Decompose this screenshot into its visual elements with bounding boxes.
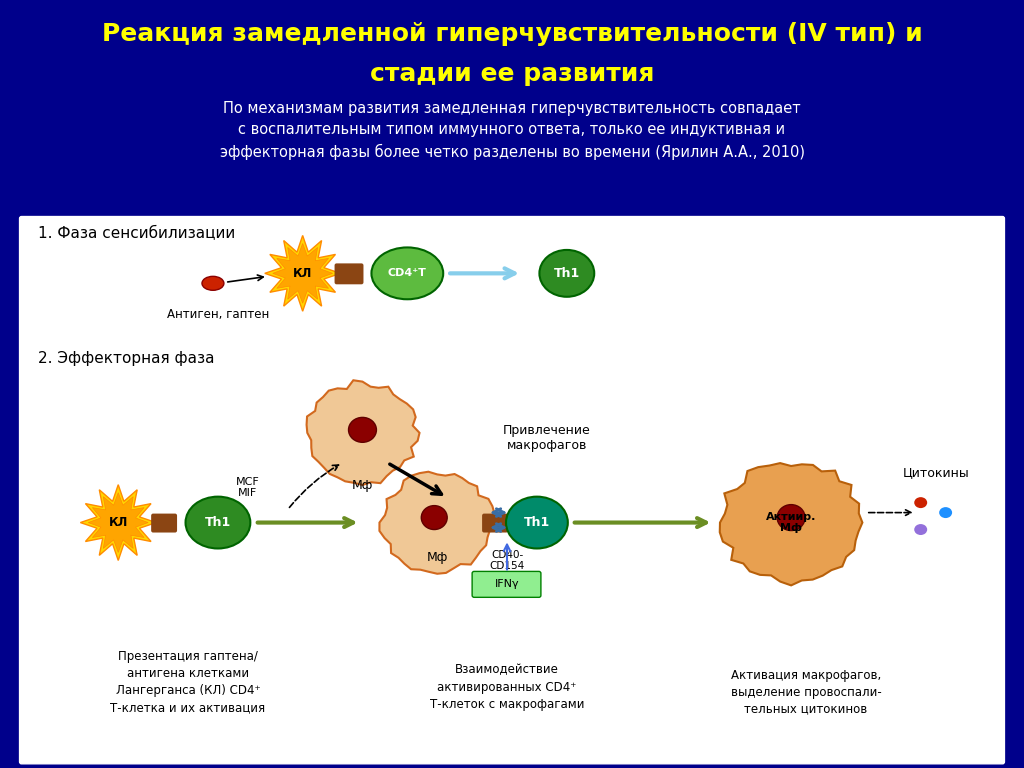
Text: CD4⁺T: CD4⁺T — [388, 268, 427, 278]
Text: Антиген, гаптен: Антиген, гаптен — [167, 308, 269, 321]
Text: MCF
MIF: MCF MIF — [236, 477, 260, 498]
Text: CD40-
CD154: CD40- CD154 — [489, 550, 524, 571]
Text: 2. Эффекторная фаза: 2. Эффекторная фаза — [39, 350, 215, 366]
Ellipse shape — [914, 524, 927, 535]
Text: IFNγ: IFNγ — [495, 579, 519, 589]
Text: Презентация гаптена/
антигена клетками
Лангерганса (КЛ) CD4⁺
Т-клетка и их актив: Презентация гаптена/ антигена клетками Л… — [111, 650, 265, 714]
Text: Th1: Th1 — [524, 516, 550, 529]
Ellipse shape — [202, 276, 224, 290]
FancyBboxPatch shape — [152, 514, 177, 532]
Polygon shape — [265, 236, 341, 311]
Polygon shape — [380, 472, 495, 574]
FancyBboxPatch shape — [472, 571, 541, 598]
Ellipse shape — [540, 250, 594, 296]
Ellipse shape — [185, 497, 250, 548]
Polygon shape — [88, 492, 148, 552]
Text: КЛ: КЛ — [293, 266, 312, 280]
Ellipse shape — [372, 247, 443, 300]
Text: Актиир.
Мф: Актиир. Мф — [766, 511, 816, 533]
FancyBboxPatch shape — [482, 514, 508, 532]
Ellipse shape — [421, 505, 447, 530]
Text: Мф: Мф — [427, 551, 447, 564]
FancyBboxPatch shape — [335, 263, 364, 284]
FancyBboxPatch shape — [19, 217, 1005, 764]
Polygon shape — [80, 485, 156, 561]
Ellipse shape — [506, 497, 568, 548]
Text: Цитокины: Цитокины — [902, 466, 969, 479]
Text: Th1: Th1 — [205, 516, 231, 529]
Text: Активация макрофагов,
выделение провоспали-
тельных цитокинов: Активация макрофагов, выделение провоспа… — [731, 668, 882, 716]
Text: Реакция замедленной гиперчувствительности (IV тип) и: Реакция замедленной гиперчувствительност… — [101, 22, 923, 46]
Text: 1. Фаза сенсибилизации: 1. Фаза сенсибилизации — [39, 226, 236, 241]
Ellipse shape — [914, 497, 927, 508]
Text: Привлечение
макрофагов: Привлечение макрофагов — [503, 424, 591, 452]
Text: Взаимодействие
активированных CD4⁺
Т-клеток с макрофагами: Взаимодействие активированных CD4⁺ Т-кле… — [430, 664, 585, 710]
Ellipse shape — [939, 507, 952, 518]
Ellipse shape — [348, 417, 377, 442]
Polygon shape — [720, 463, 862, 585]
Text: стадии ее развития: стадии ее развития — [370, 62, 654, 86]
Text: Th1: Th1 — [554, 266, 580, 280]
Text: КЛ: КЛ — [109, 516, 128, 529]
Ellipse shape — [777, 505, 805, 531]
Polygon shape — [272, 243, 333, 303]
Text: Мф: Мф — [352, 479, 373, 492]
Polygon shape — [306, 380, 420, 485]
Text: По механизмам развития замедленная гиперчувствительность совпадает
с воспалитель: По механизмам развития замедленная гипер… — [219, 101, 805, 161]
